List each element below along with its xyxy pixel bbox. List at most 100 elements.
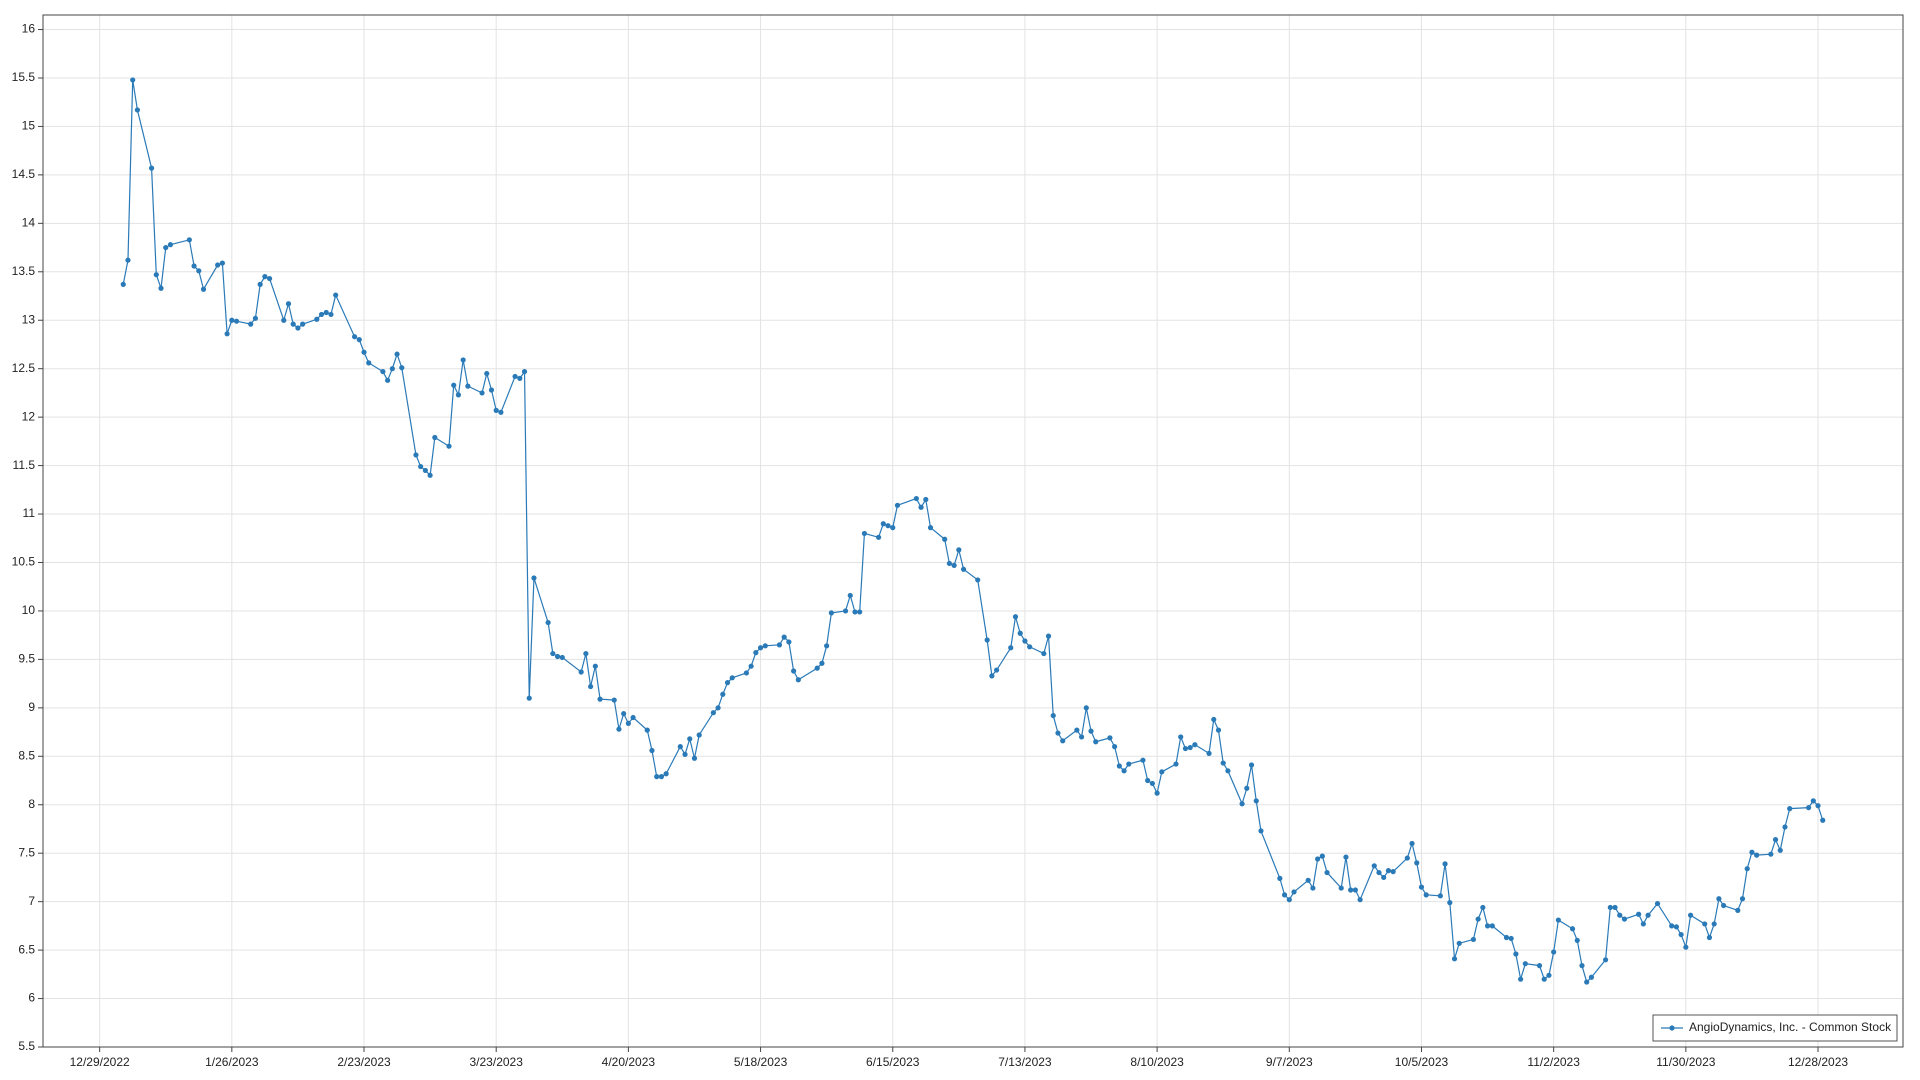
data-point [196, 268, 202, 274]
data-point [1579, 963, 1585, 969]
data-point [875, 534, 882, 540]
data-point [687, 736, 693, 742]
data-point [1820, 817, 1826, 823]
data-point [1541, 976, 1547, 982]
x-tick-label: 5/18/2023 [734, 1055, 788, 1069]
legend-label: AngioDynamics, Inc. - Common Stock [1689, 1020, 1892, 1034]
data-point [1754, 852, 1760, 858]
data-point [233, 318, 240, 324]
data-point [1008, 645, 1014, 651]
data-point [691, 755, 698, 761]
data-point [649, 747, 655, 754]
data-point [583, 650, 589, 657]
data-point [1281, 892, 1288, 898]
data-point [488, 387, 495, 393]
y-tick-label: 10 [22, 603, 36, 617]
legend-box [1652, 1014, 1898, 1042]
data-point [1376, 869, 1382, 876]
data-point [290, 321, 296, 327]
y-tick-label: 14 [22, 216, 36, 230]
data-point [677, 744, 683, 750]
data-point [942, 536, 948, 542]
data-point [1787, 806, 1793, 812]
data-point [1621, 916, 1628, 922]
data-point [1182, 745, 1189, 752]
data-point [148, 165, 155, 171]
x-tick-label: 4/20/2023 [602, 1055, 656, 1069]
data-point [1536, 963, 1543, 969]
y-tick-label: 6 [28, 991, 35, 1005]
data-point [1305, 877, 1311, 883]
data-point [380, 368, 386, 375]
data-point [186, 237, 192, 243]
data-point [1154, 790, 1160, 796]
data-point [1093, 739, 1099, 745]
data-point [153, 272, 159, 278]
data-point [960, 566, 967, 572]
y-tick-label: 6.5 [18, 942, 35, 956]
data-point [776, 642, 783, 648]
data-point [880, 521, 886, 527]
data-point [814, 665, 820, 671]
y-tick-label: 15 [22, 119, 36, 133]
data-point [1149, 780, 1155, 787]
data-point [1470, 936, 1477, 943]
y-tick-label: 9.5 [18, 652, 35, 666]
data-point [588, 683, 594, 690]
data-point [927, 525, 934, 531]
data-point [531, 575, 537, 581]
x-tick-label: 12/28/2023 [1788, 1055, 1848, 1069]
data-point [1702, 921, 1708, 927]
data-point [1178, 734, 1184, 740]
data-point [1121, 768, 1127, 774]
data-point [1503, 934, 1510, 941]
data-point [1451, 956, 1458, 962]
data-point [1055, 730, 1061, 736]
data-point [1159, 769, 1165, 775]
data-point [1409, 840, 1415, 847]
series-line [122, 79, 1824, 984]
data-point [493, 407, 499, 413]
data-point [130, 77, 136, 83]
data-point [248, 321, 254, 327]
data-point [984, 637, 990, 643]
data-point [1315, 856, 1321, 862]
data-point [828, 610, 834, 616]
x-tick-label: 1/26/2023 [205, 1055, 259, 1069]
data-point [748, 663, 754, 669]
data-point [1574, 937, 1580, 944]
data-point [1319, 853, 1325, 859]
data-point [295, 325, 301, 331]
data-point [956, 547, 962, 553]
data-point [1385, 868, 1392, 874]
data-point [460, 357, 466, 363]
data-point [1772, 837, 1779, 843]
data-point [913, 495, 919, 502]
data-point [215, 262, 221, 268]
data-point [852, 609, 858, 615]
data-point [1602, 957, 1609, 963]
data-point [1116, 763, 1122, 769]
x-tick-label: 6/15/2023 [866, 1055, 920, 1069]
data-point [1513, 951, 1519, 957]
data-point [1480, 904, 1486, 911]
data-point [724, 680, 731, 686]
data-point [257, 281, 263, 287]
data-point [517, 375, 523, 381]
data-point [521, 368, 528, 375]
data-point [1225, 768, 1231, 774]
y-tick-label: 12 [22, 409, 36, 423]
data-point [1145, 777, 1151, 784]
data-point [446, 443, 452, 449]
data-point [545, 619, 551, 626]
data-point [389, 366, 395, 372]
data-point [1617, 912, 1623, 918]
data-point [1683, 944, 1689, 950]
data-point [219, 260, 225, 266]
x-tick-label: 9/7/2023 [1266, 1055, 1313, 1069]
data-point [1352, 887, 1358, 893]
data-point [1286, 897, 1292, 903]
data-point [1546, 972, 1552, 978]
data-point [918, 504, 924, 510]
